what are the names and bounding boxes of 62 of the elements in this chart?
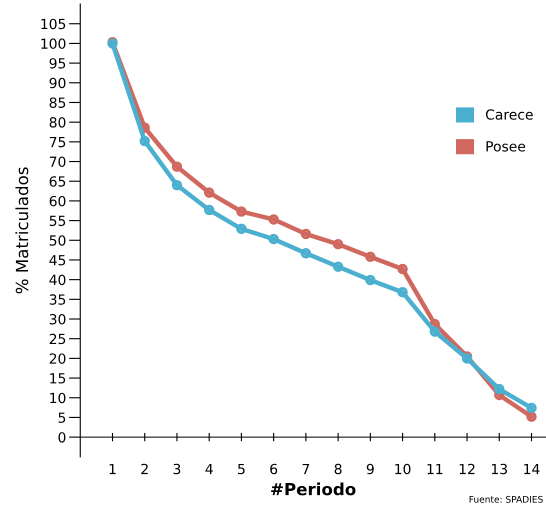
y-tick-label: 50 (50, 235, 66, 246)
x-tick-label: 13 (492, 464, 507, 474)
x-tick-label: 1 (110, 464, 116, 474)
y-tick-label: 40 (49, 274, 66, 286)
point (204, 204, 214, 216)
x-tick-label: 5 (238, 464, 245, 474)
point (332, 261, 344, 272)
x-tick-label: 8 (334, 464, 342, 474)
point (300, 228, 312, 240)
y-tick-label: 60 (50, 196, 66, 206)
point (300, 248, 312, 258)
point (365, 274, 376, 286)
legend-label: Posee (486, 141, 526, 152)
point (494, 384, 504, 394)
legend-label: Carece (486, 109, 533, 120)
point (268, 234, 279, 244)
x-axis-title: #Periodo (271, 482, 356, 496)
x-tick-label: 9 (366, 464, 374, 474)
y-tick-label: 45 (49, 255, 66, 266)
y-tick-label: 10 (50, 392, 66, 404)
y-tick-label: 90 (50, 78, 66, 88)
y-tick-label: 75 (50, 137, 66, 148)
point (172, 161, 182, 172)
x-tick-label: 2 (141, 464, 148, 474)
y-tick-label: 35 (50, 294, 66, 305)
y-tick-label: 30 (50, 314, 66, 324)
point (430, 326, 440, 337)
x-tick-label: 11 (427, 464, 442, 474)
point (204, 187, 214, 198)
y-tick-label: 80 (50, 117, 66, 128)
y-tick-label: 70 (50, 156, 66, 168)
y-tick-label: 105 (41, 18, 66, 30)
x-tick-label: 6 (270, 464, 278, 474)
x-tick-label: 3 (174, 464, 180, 474)
point (397, 287, 408, 298)
x-tick-label: 10 (395, 464, 410, 474)
y-tick-label: 0 (58, 432, 66, 443)
y-tick-label: 65 (50, 176, 66, 187)
point (526, 411, 537, 422)
x-tick-label: 14 (524, 464, 540, 474)
x-tick-label: 12 (460, 464, 474, 474)
y-axis-title: % Matriculados (15, 167, 28, 294)
point (397, 264, 408, 274)
point (268, 214, 279, 225)
point (236, 224, 247, 234)
y-tick-label: 100 (41, 38, 66, 49)
point (526, 402, 537, 414)
x-tick-label: 4 (205, 464, 213, 474)
y-tick-label: 85 (50, 97, 66, 108)
y-tick-label: 25 (50, 334, 66, 344)
point (332, 239, 344, 250)
point (236, 206, 247, 217)
y-tick-label: 15 (50, 373, 66, 384)
point (365, 252, 376, 262)
y-tick-label: 5 (58, 412, 66, 423)
source-note: Fuente: SPADIES (470, 496, 543, 503)
y-tick-label: 95 (50, 58, 66, 69)
x-tick-label: 7 (302, 464, 310, 474)
point (140, 136, 150, 146)
y-tick-label: 20 (50, 353, 66, 364)
point (172, 180, 182, 190)
y-tick-label: 55 (50, 216, 66, 226)
